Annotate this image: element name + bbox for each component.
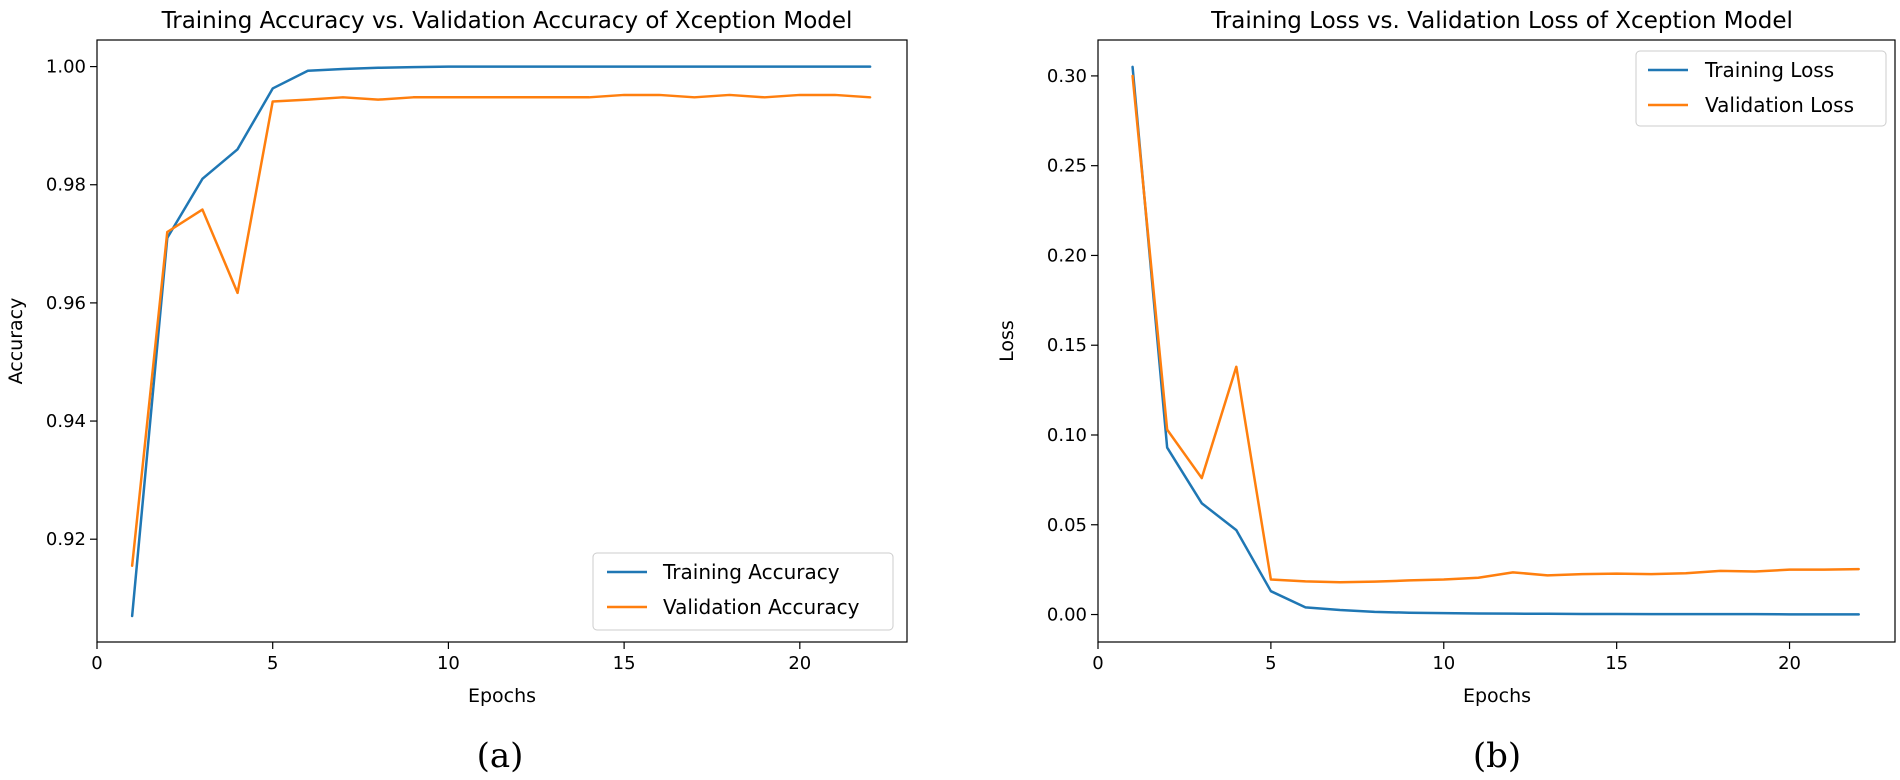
loss-x-ticks: 0 5 10 15 20 <box>1092 642 1801 674</box>
accuracy-x-tick-label: 10 <box>437 653 460 674</box>
accuracy-y-ticks: 0.92 0.94 0.96 0.98 1.00 <box>46 57 97 550</box>
accuracy-y-axis-label: Accuracy <box>5 298 27 385</box>
accuracy-validation-line <box>130 93 872 568</box>
loss-y-tick-label: 0.20 <box>1047 245 1087 266</box>
loss-validation-line <box>1131 74 1860 584</box>
loss-y-tick-label: 0.30 <box>1047 66 1087 87</box>
loss-x-axis-label: Epochs <box>1463 685 1531 707</box>
loss-legend: Training Loss Validation Loss <box>1635 50 1887 127</box>
loss-chart-title: Training Loss vs. Validation Loss of Xce… <box>1210 8 1793 34</box>
accuracy-plot-frame <box>96 39 908 643</box>
accuracy-legend-box <box>592 552 894 631</box>
loss-y-tick-label: 0.00 <box>1047 605 1087 626</box>
accuracy-y-tick-label: 1.00 <box>46 57 86 78</box>
accuracy-x-tick-label: 20 <box>788 653 811 674</box>
accuracy-legend: Training Accuracy Validation Accuracy <box>592 552 894 631</box>
loss-x-tick-label: 10 <box>1432 653 1455 674</box>
accuracy-chart-title: Training Accuracy vs. Validation Accurac… <box>161 8 853 34</box>
loss-legend-box <box>1635 50 1887 127</box>
loss-y-tick-label: 0.10 <box>1047 425 1087 446</box>
accuracy-x-tick-label: 0 <box>91 653 102 674</box>
accuracy-chart: Training Accuracy vs. Validation Accurac… <box>5 8 908 776</box>
loss-training-line <box>1131 65 1860 616</box>
loss-y-axis-label: Loss <box>996 320 1018 362</box>
accuracy-training-line <box>130 65 872 618</box>
loss-legend-label-validation: Validation Loss <box>1705 93 1854 117</box>
accuracy-y-tick-label: 0.92 <box>46 529 86 550</box>
accuracy-x-tick-label: 5 <box>267 653 278 674</box>
accuracy-lines <box>130 65 872 618</box>
accuracy-chart-caption: (a) <box>477 736 524 776</box>
accuracy-legend-label-training: Training Accuracy <box>662 560 840 584</box>
loss-x-tick-label: 20 <box>1778 653 1801 674</box>
loss-legend-label-training: Training Loss <box>1704 58 1834 82</box>
loss-chart-caption: (b) <box>1473 736 1521 776</box>
accuracy-y-tick-label: 0.94 <box>46 411 86 432</box>
accuracy-x-axis-label: Epochs <box>468 685 536 707</box>
loss-x-tick-label: 5 <box>1265 653 1276 674</box>
loss-lines <box>1131 65 1860 616</box>
accuracy-y-tick-label: 0.98 <box>46 175 86 196</box>
accuracy-x-ticks: 0 5 10 15 20 <box>91 642 811 674</box>
loss-plot-frame <box>1097 39 1896 643</box>
loss-y-tick-label: 0.25 <box>1047 156 1087 177</box>
loss-y-tick-label: 0.05 <box>1047 515 1087 536</box>
loss-y-ticks: 0.00 0.05 0.10 0.15 0.20 0.25 0.30 <box>1047 66 1098 626</box>
loss-x-tick-label: 15 <box>1605 653 1628 674</box>
loss-y-tick-label: 0.15 <box>1047 335 1087 356</box>
loss-chart: Training Loss vs. Validation Loss of Xce… <box>996 8 1896 776</box>
loss-x-tick-label: 0 <box>1092 653 1103 674</box>
accuracy-legend-label-validation: Validation Accuracy <box>663 595 860 619</box>
accuracy-x-tick-label: 15 <box>613 653 636 674</box>
accuracy-y-tick-label: 0.96 <box>46 293 86 314</box>
